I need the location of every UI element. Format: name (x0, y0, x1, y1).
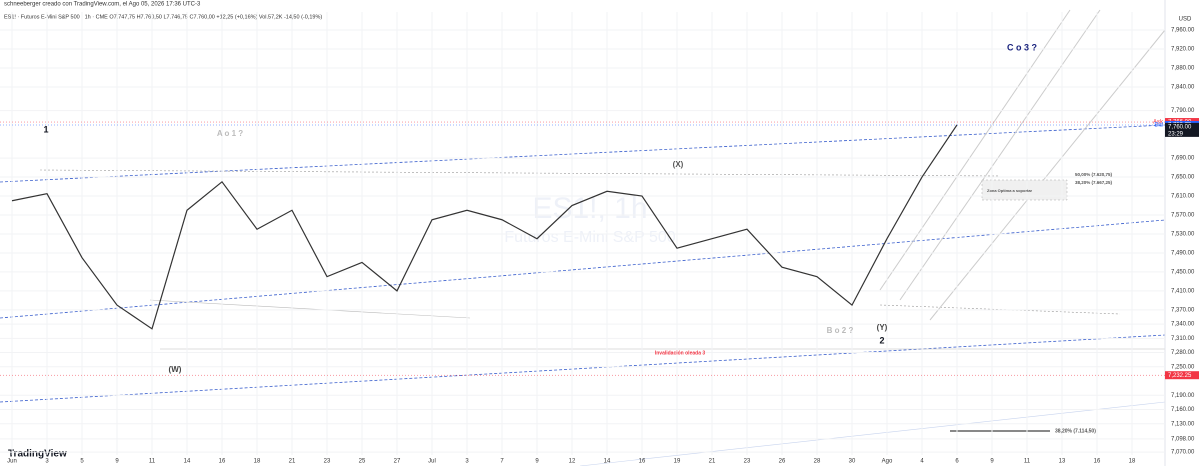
y-tick-label: 7,410.00 (1171, 288, 1195, 294)
wave-annotation: 1 (43, 124, 48, 134)
y-tick-label: 7,190.00 (1171, 393, 1195, 399)
x-tick-label: 13 (1059, 459, 1066, 465)
y-tick-label: 7,610.00 (1171, 194, 1195, 200)
y-tick-label: 7,530.00 (1171, 232, 1195, 238)
y-tick-label: 7,160.00 (1171, 407, 1195, 413)
x-tick-label: Jun (7, 459, 17, 465)
x-tick-label: 9 (535, 459, 539, 465)
wave-annotation: 50,00% (7.620,75) (1075, 172, 1113, 177)
x-tick-label: 16 (1094, 459, 1101, 465)
x-tick-label: 14 (184, 459, 191, 465)
y-tick-label: 7,310.00 (1171, 336, 1195, 342)
x-tick-label: 11 (1024, 459, 1031, 465)
countdown: 23:29 (1168, 131, 1184, 137)
y-tick-label: 7,650.00 (1171, 175, 1195, 181)
price-tag: Ask (1153, 120, 1164, 126)
chart-title: ES1! · Futuros E-Mini S&P 500 · 1h · CME… (4, 14, 322, 20)
x-tick-label: 19 (674, 459, 681, 465)
drawings (0, 9, 1166, 466)
trend-line (39, 169, 1001, 177)
y-tick-label: 7,920.00 (1171, 47, 1195, 53)
x-tick-label: 9 (990, 459, 994, 465)
y-tick-label: 7,790.00 (1171, 108, 1195, 114)
x-tick-label: 3 (45, 459, 49, 465)
price-tag: Bid (1154, 123, 1163, 129)
trend-line (149, 299, 471, 319)
y-tick-label: 7,960.00 (1171, 28, 1195, 34)
x-tick-label: 16 (639, 459, 646, 465)
y-tick-label: 7,840.00 (1171, 85, 1195, 91)
x-tick-label: Ago (882, 459, 893, 465)
y-tick-label: 7,690.00 (1171, 156, 1195, 162)
x-tick-label: 3 (465, 459, 469, 465)
wave-annotation: C o 3 ? (1007, 42, 1037, 52)
channel-line (0, 334, 1166, 403)
wave-annotation: 38,20% (7.114,50) (1055, 428, 1096, 434)
watermark: Futuros E-Mini S&P 500 (504, 229, 675, 246)
x-tick-label: 28 (814, 459, 821, 465)
wave-annotation: Invalidación oleada 3 (655, 350, 706, 356)
wave-annotation: (Y) (877, 323, 888, 332)
price-line (11, 124, 958, 330)
zone-box (981, 179, 1068, 201)
wave-annotation: B o 2 ? (827, 326, 854, 335)
x-tick-label: 26 (779, 459, 786, 465)
watermark: ES1!, 1h (532, 192, 647, 225)
x-tick-label: 16 (219, 459, 226, 465)
wave-annotation: A o 1 ? (217, 129, 243, 138)
pitchfork (879, 9, 1071, 291)
currency: USD (1179, 17, 1192, 23)
x-tick-label: 6 (955, 459, 959, 465)
y-tick-label: 7,570.00 (1171, 213, 1195, 219)
wave-annotation: (W) (169, 365, 182, 374)
wave-annotation: (X) (673, 160, 684, 169)
y-tick-label: 7,280.00 (1171, 350, 1195, 356)
trend-line (579, 401, 1166, 466)
x-tick-label: 21 (289, 459, 296, 465)
x-tick-label: 21 (709, 459, 716, 465)
y-tick-label: 7,070.00 (1171, 450, 1195, 456)
x-tick-label: 12 (569, 459, 576, 465)
price-label: 7,232.25 (1168, 373, 1192, 379)
y-tick-label: 7,098.00 (1171, 436, 1195, 442)
wave-annotation: 2 (879, 335, 884, 345)
x-tick-label: 18 (254, 459, 261, 465)
x-tick-label: 18 (1129, 459, 1136, 465)
x-tick-label: 14 (604, 459, 611, 465)
y-tick-label: 7,370.00 (1171, 307, 1195, 313)
x-tick-label: 9 (115, 459, 119, 465)
last-price-box (1165, 122, 1199, 137)
x-tick-label: 11 (149, 459, 156, 465)
last-price: 7,760.00 (1168, 124, 1192, 130)
y-tick-label: 7,490.00 (1171, 251, 1195, 257)
wave-annotation: 38,20% (7.667,25) (1075, 180, 1113, 185)
pitchfork (899, 9, 1101, 301)
x-tick-label: 27 (394, 459, 401, 465)
price-box (1165, 371, 1199, 380)
y-tick-label: 7,250.00 (1171, 364, 1195, 370)
wave-annotation: Zona Optima a soportar (987, 188, 1033, 193)
x-tick-label: 7 (500, 459, 504, 465)
footer-logo: TradingView (8, 449, 67, 460)
x-tick-label: 4 (920, 459, 924, 465)
header: schneeberger creado con TradingView.com,… (4, 2, 201, 8)
y-tick-label: 7,450.00 (1171, 269, 1195, 275)
pitchfork (929, 29, 1166, 321)
channel-line (0, 124, 1166, 183)
x-tick-label: 23 (324, 459, 331, 465)
y-tick-label: 7,130.00 (1171, 421, 1195, 427)
x-tick-label: 30 (849, 459, 856, 465)
x-tick-label: 23 (744, 459, 751, 465)
y-tick-label: 7,880.00 (1171, 66, 1195, 72)
x-tick-label: 25 (359, 459, 366, 465)
x-tick-label: Jul (428, 459, 436, 465)
x-tick-label: 5 (80, 459, 84, 465)
y-tick-label: 7,340.00 (1171, 322, 1195, 328)
